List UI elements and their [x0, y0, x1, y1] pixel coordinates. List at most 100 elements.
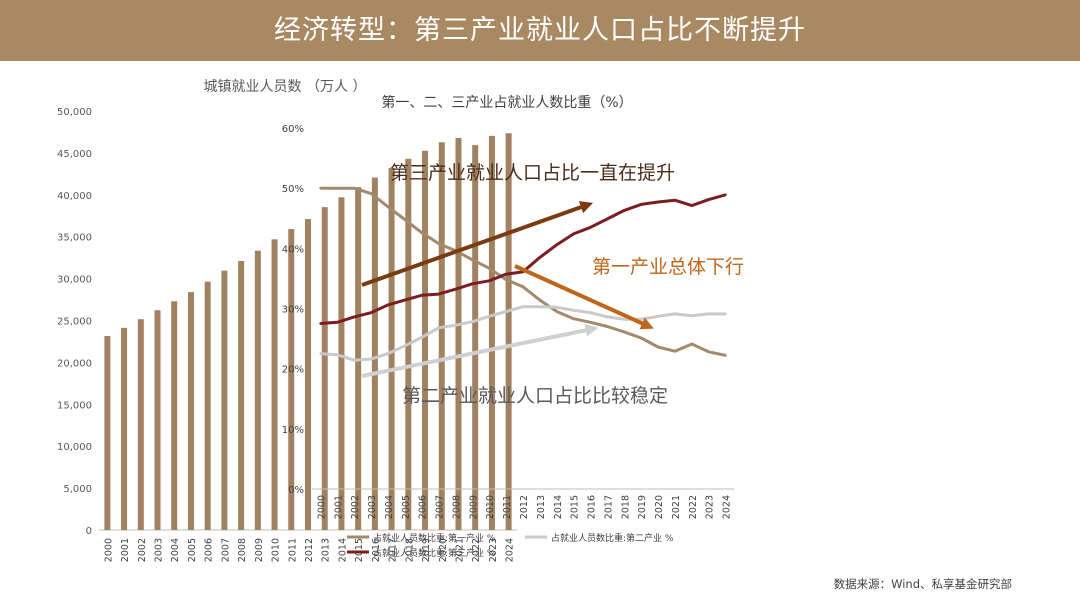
point-secondary-2009 [471, 320, 474, 323]
bar-2002 [137, 319, 144, 530]
point-primary-2000 [319, 186, 322, 190]
bar-x-tick-label: 2005 [187, 538, 198, 562]
line-x-tick-label: 2006 [418, 495, 429, 519]
series-line-secondary [320, 305, 726, 362]
line-y-tick-label: 60% [282, 124, 304, 135]
bar-2000 [104, 335, 111, 530]
bar-2008 [238, 260, 245, 530]
bar-2020 [438, 142, 445, 530]
secondary-annotation: 第二产业就业人口占比比较稳定 [402, 385, 668, 407]
point-secondary-2002 [353, 359, 356, 362]
annotation-arrows [361, 201, 654, 378]
bar-x-tick-label: 2006 [204, 538, 215, 562]
point-secondary-2014 [555, 306, 558, 309]
point-tertiary-2019 [639, 203, 643, 206]
point-tertiary-2003 [369, 311, 373, 314]
line-x-tick-label: 2005 [401, 495, 412, 519]
bar-x-tick-label: 2015 [354, 538, 365, 562]
point-primary-2022 [690, 342, 693, 346]
point-secondary-2023 [707, 312, 710, 316]
point-secondary-2016 [589, 311, 592, 314]
bar-2006 [204, 281, 211, 530]
bar-x-tick-label: 2016 [371, 538, 382, 562]
bar-2017 [388, 167, 395, 530]
point-primary-2021 [673, 350, 677, 353]
point-secondary-2017 [606, 315, 609, 319]
bar-2003 [154, 310, 161, 530]
point-primary-2023 [707, 350, 710, 354]
bar-2023 [488, 135, 495, 531]
point-tertiary-2017 [606, 217, 609, 221]
point-primary-2002 [353, 186, 356, 190]
point-primary-2003 [369, 192, 373, 195]
line-chart-title: 第一、二、三产业占就业人数比重（%） [381, 94, 632, 111]
point-primary-2011 [504, 278, 508, 281]
line-x-tick-label: 2014 [553, 495, 564, 519]
point-primary-2007 [437, 242, 440, 245]
point-primary-2016 [589, 321, 592, 324]
bar-x-tick-label: 2021 [454, 538, 465, 562]
point-primary-2001 [336, 186, 339, 190]
point-tertiary-2024 [724, 193, 727, 196]
point-primary-2024 [724, 354, 727, 357]
point-secondary-2020 [656, 315, 660, 318]
point-secondary-2012 [521, 305, 525, 308]
bar-y-tick-label: 25,000 [57, 317, 92, 328]
point-tertiary-2004 [386, 303, 390, 307]
bar-2013 [321, 207, 328, 530]
point-tertiary-2023 [707, 198, 710, 201]
point-tertiary-2006 [420, 294, 423, 297]
line-x-tick-label: 2017 [603, 495, 614, 519]
legend-label-primary: 占就业人员数比重:第一产业 % [373, 532, 496, 544]
bar-2010 [271, 239, 278, 530]
point-tertiary-2011 [504, 273, 508, 276]
point-secondary-2011 [504, 310, 508, 313]
point-primary-2006 [420, 231, 423, 234]
bar-x-tick-label: 2008 [237, 538, 248, 562]
bar-x-tick-label: 2024 [505, 538, 516, 562]
bar-2009 [254, 250, 261, 530]
legend-label-secondary: 占就业人员数比重:第二产业 % [551, 532, 674, 544]
primary-trend-arrow [514, 264, 654, 330]
bar-y-tick-label: 35,000 [57, 233, 92, 244]
point-primary-2019 [639, 336, 643, 340]
point-secondary-2004 [386, 352, 390, 355]
point-tertiary-2018 [623, 209, 626, 212]
line-x-tick-label: 2003 [367, 495, 378, 519]
bar-x-tick-label: 2017 [388, 538, 399, 562]
bar-x-tick-label: 2009 [254, 538, 265, 562]
line-x-tick-label: 2008 [451, 495, 462, 519]
line-chart-legend: 占就业人员数比重:第一产业 % 占就业人员数比重:第二产业 % 占就业人员数比重:第… [347, 532, 674, 559]
point-tertiary-2001 [336, 321, 339, 324]
line-x-tick-label: 2018 [620, 495, 631, 519]
primary-annotation: 第一产业总体下行 [592, 256, 744, 278]
bar-2021 [455, 138, 462, 530]
point-secondary-2015 [572, 309, 575, 312]
line-y-tick-label: 40% [282, 244, 304, 255]
point-secondary-2003 [369, 357, 373, 361]
legend-label-tertiary: 占就业人员数比重:第三产业 % [373, 547, 496, 559]
data-source-note: 数据来源：Wind、私享基金研究部 [833, 577, 1012, 591]
line-x-tick-label: 2000 [316, 495, 327, 519]
point-tertiary-2009 [471, 282, 474, 286]
point-tertiary-2014 [555, 243, 558, 246]
line-x-tick-label: 2016 [587, 495, 598, 519]
point-tertiary-2005 [403, 298, 407, 302]
point-tertiary-2000 [319, 322, 322, 325]
point-secondary-2018 [623, 318, 626, 321]
line-x-tick-label: 2010 [485, 495, 496, 519]
point-secondary-2001 [336, 353, 339, 357]
line-y-tick-label: 10% [282, 425, 304, 436]
point-tertiary-2013 [538, 256, 542, 259]
line-x-tick-label: 2007 [435, 495, 446, 519]
bar-2019 [422, 150, 429, 530]
bar-2007 [221, 270, 228, 530]
bar-x-tick-label: 2022 [471, 538, 482, 562]
bar-2001 [121, 327, 128, 530]
point-secondary-2024 [724, 312, 727, 316]
point-secondary-2019 [639, 318, 643, 321]
bar-x-tick-label: 2010 [271, 538, 282, 562]
sector-share-line-chart: 第一、二、三产业占就业人数比重（%） 0% 10% 20% 30% 40% 50% 60% 2… [282, 94, 744, 559]
point-secondary-2006 [420, 336, 423, 339]
bar-y-tick-label: 45,000 [57, 149, 92, 160]
